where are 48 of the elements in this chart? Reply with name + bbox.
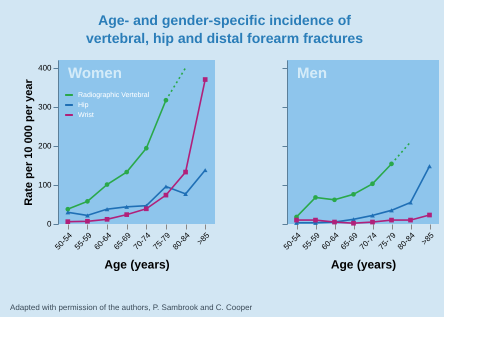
point: [313, 195, 318, 200]
x-tick-label: >85: [195, 230, 212, 247]
x-tick-label: >85: [420, 230, 436, 247]
y-axis-title: Rate per 10 000 per year: [23, 78, 36, 206]
y-tick-label: 200: [38, 141, 52, 150]
y-tick-label: 0: [47, 220, 52, 228]
point: [104, 207, 110, 212]
annotation: Women: [68, 65, 122, 82]
point: [124, 212, 130, 217]
point: [294, 218, 299, 222]
point: [164, 184, 168, 189]
point: [164, 192, 168, 198]
point: [408, 200, 413, 205]
point: [65, 219, 70, 224]
point: [202, 168, 208, 172]
point: [370, 181, 375, 186]
y-tick-label: 100: [38, 180, 52, 190]
point: [408, 218, 413, 222]
point: [370, 220, 375, 224]
point: [351, 220, 356, 226]
x-axis-title: Age (years): [104, 258, 170, 272]
point: [124, 204, 130, 209]
point: [370, 213, 375, 218]
point: [85, 213, 90, 218]
point: [144, 146, 149, 151]
point: [427, 212, 432, 218]
chart-title: Age- and gender-specific incidence of vertebral, hip and distal forearm fractures: [86, 12, 364, 46]
point: [104, 216, 110, 222]
y-tick-label: 400: [38, 63, 52, 72]
point: [389, 208, 394, 212]
y-tick-label: 300: [38, 102, 52, 112]
point: [144, 206, 149, 212]
text: Adapted with permission of the authors, P. Sambrook and C. Cooper: [10, 303, 253, 312]
point: [202, 77, 208, 82]
point: [104, 182, 110, 187]
point: [351, 192, 356, 197]
point: [85, 218, 90, 224]
annotation: Men: [297, 65, 327, 82]
point: [313, 218, 318, 222]
point: [65, 210, 70, 214]
point: [124, 170, 130, 174]
point: [85, 199, 90, 204]
x-axis-title: Age (years): [330, 258, 396, 272]
point: [389, 218, 394, 222]
point: [332, 197, 337, 202]
point: [65, 206, 70, 212]
point: [183, 170, 188, 174]
point: [183, 192, 188, 196]
